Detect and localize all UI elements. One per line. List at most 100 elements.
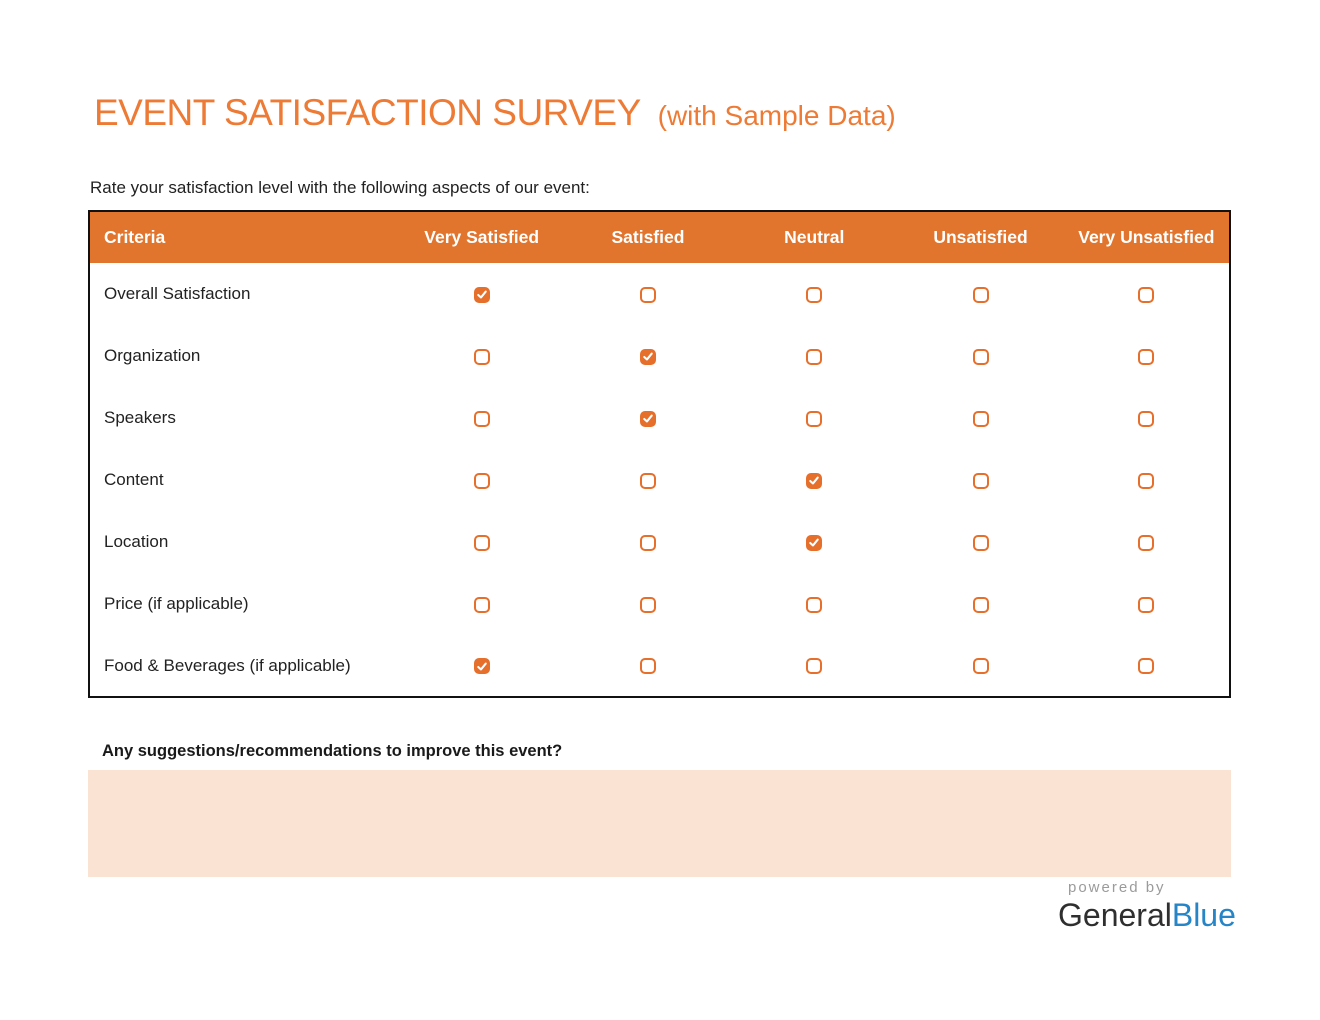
checkbox-speakers-very-satisfied[interactable]	[473, 410, 490, 427]
checkbox-price-if-applicable-neutral[interactable]	[806, 596, 823, 613]
row-label: Speakers	[89, 387, 399, 449]
rating-cell	[564, 511, 732, 573]
rating-cell	[731, 635, 898, 697]
rating-cell	[398, 511, 565, 573]
page-title: EVENT SATISFACTION SURVEY (with Sample D…	[94, 94, 896, 131]
rating-cell	[564, 263, 732, 325]
checkbox-food-beverages-if-applicable-satisfied[interactable]	[639, 658, 656, 675]
table-row: Content	[89, 449, 1230, 511]
checkbox-location-unsatisfied[interactable]	[972, 534, 989, 551]
table-row: Food & Beverages (if applicable)	[89, 635, 1230, 697]
row-label: Content	[89, 449, 399, 511]
rating-cell	[564, 387, 732, 449]
rating-cell	[731, 387, 898, 449]
checkbox-location-very-satisfied[interactable]	[473, 534, 490, 551]
checkbox-price-if-applicable-unsatisfied[interactable]	[972, 596, 989, 613]
table-row: Price (if applicable)	[89, 573, 1230, 635]
table-row: Speakers	[89, 387, 1230, 449]
checkbox-food-beverages-if-applicable-neutral[interactable]	[806, 658, 823, 675]
rating-cell	[1063, 325, 1230, 387]
checkbox-overall-satisfaction-satisfied[interactable]	[639, 286, 656, 303]
checkbox-speakers-very-unsatisfied[interactable]	[1138, 410, 1155, 427]
rating-cell	[731, 325, 898, 387]
rating-cell	[897, 263, 1064, 325]
rating-cell	[897, 387, 1064, 449]
intro-text: Rate your satisfaction level with the fo…	[90, 178, 590, 197]
col-header-very-unsatisfied: Very Unsatisfied	[1063, 211, 1230, 263]
checkbox-organization-very-satisfied[interactable]	[473, 348, 490, 365]
checkbox-speakers-satisfied[interactable]	[639, 410, 656, 427]
checkbox-price-if-applicable-satisfied[interactable]	[639, 596, 656, 613]
checkbox-content-very-satisfied[interactable]	[473, 472, 490, 489]
checkbox-overall-satisfaction-very-satisfied[interactable]	[473, 286, 490, 303]
brand-logo: GeneralBlue	[1058, 899, 1236, 931]
rating-cell	[564, 635, 732, 697]
rating-cell	[398, 573, 565, 635]
checkbox-speakers-neutral[interactable]	[806, 410, 823, 427]
checkbox-overall-satisfaction-very-unsatisfied[interactable]	[1138, 286, 1155, 303]
checkbox-organization-unsatisfied[interactable]	[972, 348, 989, 365]
col-header-neutral: Neutral	[731, 211, 898, 263]
rating-cell	[398, 387, 565, 449]
rating-cell	[1063, 635, 1230, 697]
checkbox-speakers-unsatisfied[interactable]	[972, 410, 989, 427]
table-row: Organization	[89, 325, 1230, 387]
table-header-row: Criteria Very Satisfied Satisfied Neutra…	[89, 211, 1230, 263]
survey-table: Criteria Very Satisfied Satisfied Neutra…	[88, 210, 1231, 698]
rating-cell	[897, 449, 1064, 511]
rating-cell	[398, 263, 565, 325]
rating-cell	[398, 449, 565, 511]
row-label: Price (if applicable)	[89, 573, 399, 635]
rating-cell	[564, 573, 732, 635]
checkbox-price-if-applicable-very-satisfied[interactable]	[473, 596, 490, 613]
col-header-very-satisfied: Very Satisfied	[398, 211, 565, 263]
suggestions-input[interactable]	[88, 770, 1231, 877]
title-suffix-text: (with Sample Data)	[657, 100, 896, 131]
title-text: EVENT SATISFACTION SURVEY	[94, 92, 641, 133]
checkbox-location-satisfied[interactable]	[639, 534, 656, 551]
row-label: Overall Satisfaction	[89, 263, 399, 325]
checkbox-location-neutral[interactable]	[806, 534, 823, 551]
rating-cell	[398, 635, 565, 697]
rating-cell	[731, 263, 898, 325]
col-header-satisfied: Satisfied	[564, 211, 732, 263]
col-header-unsatisfied: Unsatisfied	[897, 211, 1064, 263]
checkbox-organization-neutral[interactable]	[806, 348, 823, 365]
checkbox-food-beverages-if-applicable-unsatisfied[interactable]	[972, 658, 989, 675]
rating-cell	[731, 449, 898, 511]
rating-cell	[1063, 573, 1230, 635]
rating-cell	[897, 511, 1064, 573]
powered-by-text: powered by	[1068, 879, 1166, 896]
table-row: Overall Satisfaction	[89, 263, 1230, 325]
rating-cell	[1063, 387, 1230, 449]
checkbox-content-neutral[interactable]	[806, 472, 823, 489]
brand-general-text: General	[1058, 897, 1172, 933]
row-label: Food & Beverages (if applicable)	[89, 635, 399, 697]
rating-cell	[731, 573, 898, 635]
rating-cell	[1063, 511, 1230, 573]
footer-brand: powered by GeneralBlue	[1058, 880, 1236, 931]
checkbox-food-beverages-if-applicable-very-satisfied[interactable]	[473, 658, 490, 675]
suggestions-label: Any suggestions/recommendations to impro…	[102, 742, 563, 760]
checkbox-location-very-unsatisfied[interactable]	[1138, 534, 1155, 551]
rating-cell	[564, 449, 732, 511]
checkbox-content-very-unsatisfied[interactable]	[1138, 472, 1155, 489]
brand-blue-text: Blue	[1171, 897, 1236, 933]
checkbox-price-if-applicable-very-unsatisfied[interactable]	[1138, 596, 1155, 613]
checkbox-overall-satisfaction-neutral[interactable]	[806, 286, 823, 303]
table-row: Location	[89, 511, 1230, 573]
rating-cell	[398, 325, 565, 387]
checkbox-content-satisfied[interactable]	[639, 472, 656, 489]
rating-cell	[897, 325, 1064, 387]
col-header-criteria: Criteria	[89, 211, 399, 263]
checkbox-organization-very-unsatisfied[interactable]	[1138, 348, 1155, 365]
row-label: Location	[89, 511, 399, 573]
checkbox-overall-satisfaction-unsatisfied[interactable]	[972, 286, 989, 303]
checkbox-organization-satisfied[interactable]	[639, 348, 656, 365]
checkbox-content-unsatisfied[interactable]	[972, 472, 989, 489]
rating-cell	[564, 325, 732, 387]
rating-cell	[1063, 449, 1230, 511]
checkbox-food-beverages-if-applicable-very-unsatisfied[interactable]	[1138, 658, 1155, 675]
rating-cell	[897, 635, 1064, 697]
